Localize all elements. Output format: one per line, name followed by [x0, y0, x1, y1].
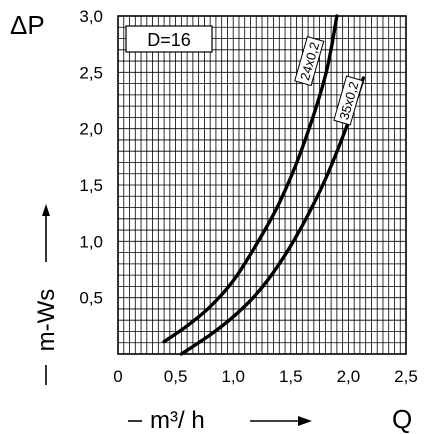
grid	[118, 16, 406, 354]
x-tick-label: 0	[113, 367, 122, 386]
x-tick-label: 2,5	[394, 367, 418, 386]
y-tick-label: 1,0	[79, 232, 103, 251]
svg-text:m³/ h: m³/ h	[150, 407, 205, 434]
x-tick-label: 2,0	[337, 367, 361, 386]
y-tick-labels: 0,5 1,0 1,5 2,0 2,5 3,0	[79, 7, 103, 308]
x-tick-label: 1,5	[279, 367, 303, 386]
x-tick-labels: 0 0,5 1,0 1,5 2,0 2,5	[113, 367, 418, 386]
x-axis-symbol: Q	[392, 404, 412, 434]
y-tick-label: 3,0	[79, 7, 103, 26]
series-line-2	[179, 76, 366, 356]
parameter-label: D=16	[147, 30, 191, 50]
svg-text:m-Ws: m-Ws	[33, 289, 60, 352]
parameter-box: D=16	[125, 25, 213, 53]
plot-frame	[117, 15, 407, 355]
y-tick-label: 2,5	[79, 63, 103, 82]
y-tick-label: 2,0	[79, 120, 103, 139]
y-tick-label: 0,5	[79, 289, 103, 308]
y-axis-symbol: ΔP	[10, 10, 45, 40]
x-axis-label: m³/ h Q	[128, 404, 412, 434]
y-tick-label: 1,5	[79, 176, 103, 195]
curves	[162, 14, 366, 356]
x-tick-label: 1,0	[221, 367, 245, 386]
y-axis-label: m-Ws	[33, 204, 60, 385]
x-tick-label: 0,5	[164, 367, 188, 386]
series-line-1	[162, 14, 339, 344]
